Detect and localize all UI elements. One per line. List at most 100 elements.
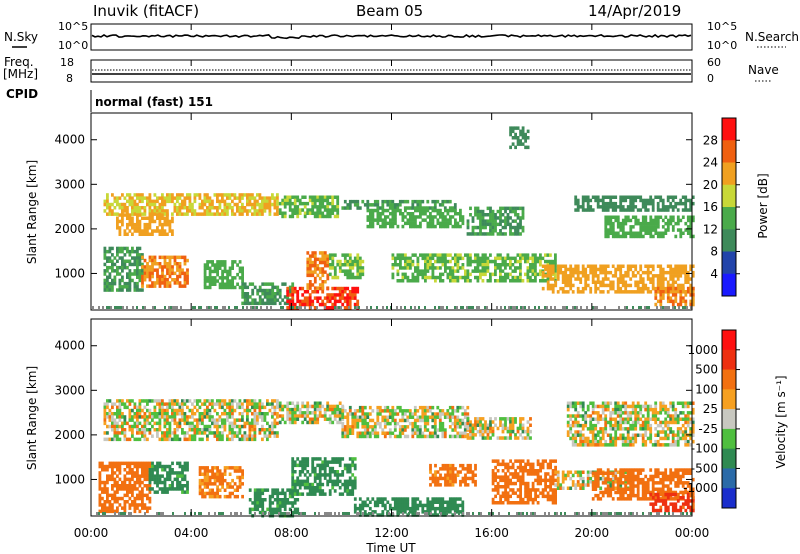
velocity-cell xyxy=(351,415,355,419)
velocity-cell xyxy=(569,430,573,434)
velocity-cell xyxy=(171,402,174,406)
power-cell xyxy=(516,216,520,220)
power-cell xyxy=(131,272,134,276)
power-cell xyxy=(621,283,625,288)
power-cell xyxy=(454,218,457,222)
power-cell xyxy=(499,232,502,236)
velocity-cell xyxy=(208,428,212,432)
power-cell xyxy=(649,221,653,226)
power-cell xyxy=(424,272,427,277)
power-cell xyxy=(120,306,122,309)
velocity-cell xyxy=(231,421,234,426)
velocity-cell xyxy=(313,417,317,421)
velocity-cell xyxy=(233,421,237,426)
power-cell xyxy=(156,209,159,213)
velocity-cell xyxy=(233,434,237,438)
power-cell xyxy=(676,302,680,307)
velocity-cell xyxy=(306,411,310,415)
velocity-cell xyxy=(103,412,107,416)
power-cell xyxy=(499,266,502,270)
velocity-cell xyxy=(318,404,322,409)
power-cell xyxy=(333,269,337,273)
power-cell xyxy=(261,202,264,207)
power-cell xyxy=(571,270,575,275)
velocity-cell xyxy=(211,399,214,403)
velocity-cell xyxy=(596,420,600,425)
velocity-cell xyxy=(416,425,420,429)
velocity-cell xyxy=(251,421,254,426)
velocity-cell xyxy=(398,405,402,410)
velocity-cell xyxy=(108,500,112,504)
power-cell xyxy=(501,256,505,261)
velocity-cell xyxy=(298,407,302,412)
power-cell xyxy=(173,262,177,266)
power-cell xyxy=(381,206,385,210)
velocity-cell xyxy=(686,439,690,444)
velocity-cell xyxy=(436,428,440,432)
velocity-cell xyxy=(116,496,119,501)
power-cell xyxy=(161,274,164,279)
power-cell xyxy=(406,221,410,226)
power-cell xyxy=(616,267,620,272)
velocity-cell xyxy=(516,429,520,434)
velocity-cell xyxy=(333,417,337,421)
velocity-cell xyxy=(103,509,107,514)
power-cell xyxy=(486,213,490,217)
velocity-cell xyxy=(308,404,312,409)
power-cell xyxy=(186,209,189,213)
power-cell xyxy=(118,249,122,254)
velocity-cell xyxy=(161,399,164,403)
power-cell xyxy=(328,293,332,297)
velocity-cell xyxy=(133,464,137,469)
velocity-cell xyxy=(106,431,109,435)
power-cell xyxy=(609,198,613,203)
power-cell xyxy=(316,214,320,219)
velocity-cell xyxy=(208,431,212,435)
velocity-cell xyxy=(183,437,187,442)
power-cell xyxy=(186,274,189,279)
power-cell xyxy=(679,283,683,288)
power-cell xyxy=(158,222,162,227)
velocity-cell xyxy=(201,421,204,426)
power-cell xyxy=(276,298,280,302)
velocity-cell xyxy=(576,423,580,428)
power-cell xyxy=(208,260,212,264)
velocity-cell xyxy=(671,433,675,437)
power-cell xyxy=(263,282,267,286)
velocity-cell xyxy=(216,428,219,432)
velocity-cell xyxy=(223,408,227,413)
velocity-cell xyxy=(116,405,119,410)
power-cell xyxy=(564,290,568,294)
velocity-cell xyxy=(181,405,184,410)
power-cell xyxy=(268,206,272,210)
power-cell xyxy=(416,256,420,261)
power-cell xyxy=(646,290,650,294)
power-cell xyxy=(666,195,670,199)
power-cell xyxy=(231,279,234,283)
power-cell xyxy=(273,196,277,200)
power-cell xyxy=(631,234,635,239)
power-cell xyxy=(213,206,217,210)
power-cell xyxy=(566,283,570,288)
power-cell xyxy=(469,206,472,211)
power-cell xyxy=(504,256,507,261)
velocity-cell xyxy=(474,420,477,424)
power-cell xyxy=(356,306,358,309)
velocity-cell xyxy=(586,414,590,418)
power-cell xyxy=(176,212,179,216)
velocity-cell xyxy=(566,433,570,437)
velocity-cell xyxy=(566,420,570,425)
velocity-cell xyxy=(641,436,645,441)
velocity-cell xyxy=(173,418,177,422)
power-cell xyxy=(619,274,623,278)
power-cell xyxy=(306,267,310,271)
power-cell xyxy=(556,274,560,278)
power-cell xyxy=(326,201,330,206)
velocity-cell xyxy=(116,484,119,488)
power-cell xyxy=(406,206,410,210)
power-cell xyxy=(606,221,610,226)
velocity-cell xyxy=(291,401,295,405)
power-cell xyxy=(666,228,670,232)
velocity-cell xyxy=(621,420,625,425)
velocity-cell xyxy=(138,408,142,413)
